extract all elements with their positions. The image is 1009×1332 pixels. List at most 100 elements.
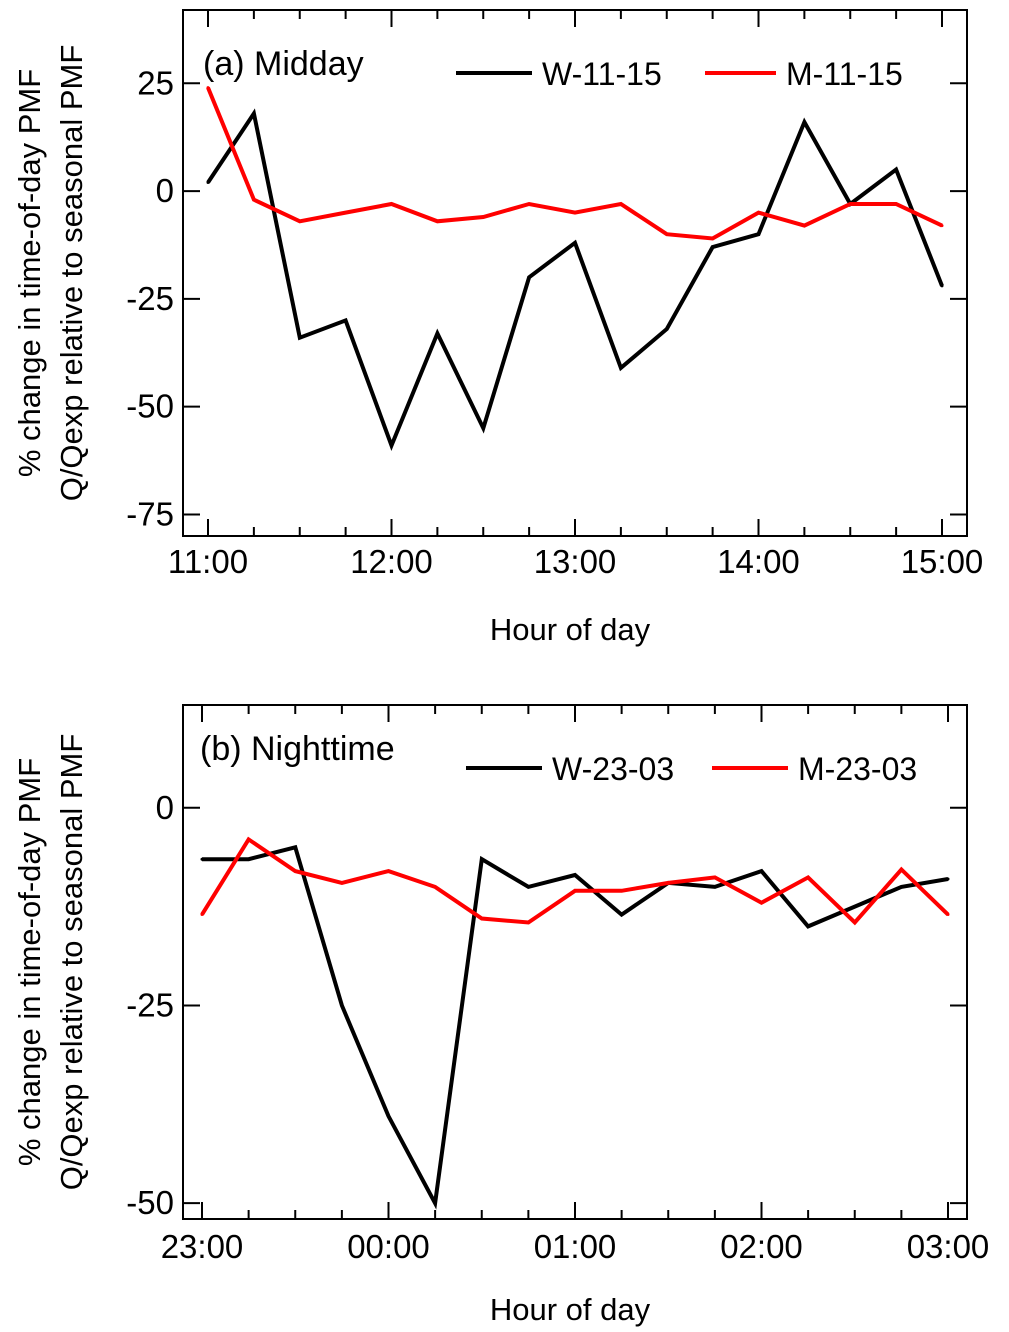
data-point-M-11-15	[481, 215, 485, 219]
y-tick-label: -50	[126, 388, 174, 425]
x-tick-label: 12:00	[350, 543, 433, 580]
y-tick-label: 0	[156, 172, 174, 209]
data-point-W-23-03	[946, 877, 950, 881]
data-point-W-11-15	[298, 336, 302, 340]
data-point-W-11-15	[894, 168, 898, 172]
data-point-M-23-03	[573, 889, 577, 893]
data-point-M-23-03	[713, 875, 717, 879]
series-line-M-11-15	[206, 86, 943, 241]
x-tick-label: 11:00	[168, 543, 248, 580]
x-tick-label: 02:00	[720, 1228, 803, 1265]
data-point-W-23-03	[526, 885, 530, 889]
data-point-M-23-03	[387, 869, 390, 873]
data-point-M-23-03	[200, 913, 204, 917]
y-axis-title-line1: % change in time-of-day PMF	[12, 69, 47, 477]
data-point-W-11-15	[711, 245, 715, 249]
data-point-M-11-15	[711, 237, 715, 241]
x-tick-label: 01:00	[534, 1228, 617, 1265]
y-axis-title-line2: Q/Qexp relative to seasonal PMF	[54, 45, 89, 502]
legend-label: M-11-15	[786, 56, 903, 92]
legend-label: W-23-03	[552, 751, 674, 787]
y-axis-title-line2: Q/Qexp relative to seasonal PMF	[54, 734, 89, 1191]
data-point-W-11-15	[252, 111, 256, 115]
x-tick-label: 14:00	[717, 543, 800, 580]
data-point-M-23-03	[806, 875, 810, 879]
data-point-W-23-03	[247, 857, 251, 861]
data-point-M-23-03	[247, 837, 251, 841]
y-tick-label: -25	[126, 986, 174, 1023]
data-point-M-23-03	[760, 901, 763, 905]
data-point-M-11-15	[344, 211, 348, 215]
data-point-M-11-15	[527, 202, 531, 206]
x-axis-title: Hour of day	[490, 612, 651, 647]
panel-label: (a) Midday	[203, 45, 364, 83]
data-point-M-11-15	[390, 202, 393, 206]
data-point-W-11-15	[940, 284, 944, 288]
y-tick-label: 0	[156, 789, 174, 826]
x-tick-label: 03:00	[907, 1228, 990, 1265]
data-point-M-23-03	[620, 889, 624, 893]
data-point-W-11-15	[619, 366, 623, 370]
data-point-W-23-03	[806, 924, 810, 928]
panel-label: (b) Nighttime	[200, 730, 395, 768]
data-point-M-23-03	[899, 867, 903, 871]
data-point-M-23-03	[433, 885, 437, 889]
data-point-M-11-15	[619, 202, 623, 206]
data-point-W-23-03	[340, 1003, 344, 1007]
data-point-W-23-03	[387, 1114, 390, 1118]
data-point-W-23-03	[713, 885, 717, 889]
legend-label: W-11-15	[542, 56, 662, 92]
data-point-M-11-15	[298, 219, 302, 223]
data-point-M-11-15	[665, 232, 669, 236]
y-axis-title-line1: % change in time-of-day PMF	[12, 758, 47, 1166]
data-point-W-11-15	[665, 327, 669, 331]
data-point-M-11-15	[252, 198, 256, 202]
data-point-W-11-15	[344, 318, 348, 322]
data-point-W-23-03	[760, 869, 763, 873]
data-point-M-23-03	[340, 881, 344, 885]
y-tick-label: -50	[126, 1184, 174, 1221]
data-point-W-23-03	[480, 857, 484, 861]
data-point-W-23-03	[293, 845, 297, 849]
data-point-W-23-03	[620, 913, 624, 917]
x-axis-title: Hour of day	[490, 1292, 651, 1327]
series-line-W-23-03	[202, 844, 949, 1210]
series-line-W-11-15	[206, 108, 944, 452]
x-tick-label: 23:00	[161, 1228, 244, 1265]
data-point-M-23-03	[853, 920, 857, 924]
x-tick-label: 15:00	[901, 543, 984, 580]
data-point-M-11-15	[894, 202, 898, 206]
data-point-M-11-15	[802, 224, 806, 228]
y-tick-label: -75	[126, 495, 174, 532]
y-tick-label: 25	[137, 64, 174, 101]
data-point-M-23-03	[480, 917, 484, 921]
data-point-M-23-03	[946, 913, 950, 917]
data-point-W-23-03	[899, 885, 903, 889]
data-point-M-11-15	[206, 86, 210, 90]
data-point-W-11-15	[757, 232, 760, 236]
data-point-W-23-03	[853, 905, 857, 909]
panel-b: 23:00 00:00 01:00 02:00 03:00 0 -25 -50 Hour of …	[12, 704, 990, 1327]
data-point-W-23-03	[573, 873, 577, 877]
data-point-M-11-15	[435, 219, 439, 223]
data-point-M-23-03	[526, 920, 530, 924]
data-point-M-11-15	[848, 202, 852, 206]
data-point-W-11-15	[481, 426, 485, 430]
legend-label: M-23-03	[798, 751, 917, 787]
data-point-W-11-15	[573, 241, 577, 245]
data-point-M-23-03	[293, 869, 297, 873]
x-tick-label: 00:00	[347, 1228, 430, 1265]
data-point-W-11-15	[527, 275, 531, 279]
data-point-M-11-15	[573, 211, 577, 215]
data-point-W-11-15	[435, 331, 439, 335]
data-point-M-23-03	[666, 881, 670, 885]
x-tick-label: 13:00	[534, 543, 617, 580]
data-point-W-23-03	[200, 857, 204, 861]
panel-a: 11:00 12:00 13:00 14:00 15:00 25 0 -25 -50 -75 Hou…	[12, 9, 984, 647]
data-point-W-23-03	[433, 1201, 437, 1205]
data-point-W-11-15	[802, 120, 806, 124]
data-point-M-11-15	[757, 211, 760, 215]
data-point-W-11-15	[206, 180, 210, 184]
y-tick-label: -25	[126, 280, 174, 317]
